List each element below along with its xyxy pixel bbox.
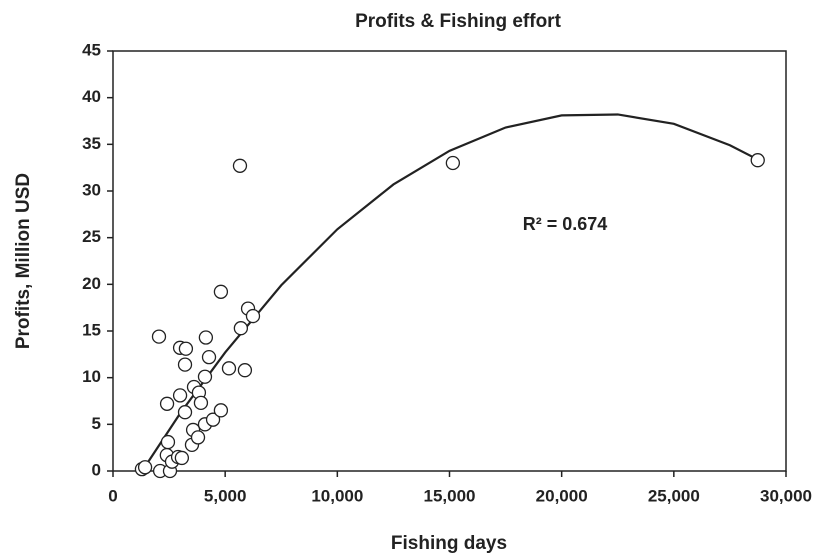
- scatter-point: [160, 434, 176, 450]
- x-tick-label: 5,000: [204, 486, 247, 505]
- y-tick-label: 0: [92, 460, 101, 479]
- x-tick-label: 0: [108, 486, 117, 505]
- scatter-point: [205, 412, 221, 427]
- y-tick-label: 25: [82, 227, 101, 246]
- x-tick-label: 15,000: [424, 486, 476, 505]
- y-tick-label: 45: [82, 40, 101, 59]
- scatter-point: [174, 450, 190, 466]
- y-tick-label: 20: [82, 274, 101, 293]
- y-tick-label: 30: [82, 180, 101, 199]
- y-tick-label: 40: [82, 87, 101, 106]
- chart-title: Profits & Fishing effort: [355, 11, 562, 32]
- scatter-point: [213, 284, 229, 299]
- x-tick-label: 30,000: [760, 486, 812, 505]
- scatter-point: [237, 363, 253, 378]
- scatter-point: [445, 155, 461, 171]
- y-tick-label: 35: [82, 134, 101, 153]
- scatter-point: [198, 330, 214, 345]
- scatter-point: [172, 388, 188, 403]
- scatter-point: [177, 357, 193, 372]
- y-tick-label: 5: [92, 414, 101, 433]
- scatter-point: [159, 396, 175, 411]
- scatter-point: [233, 321, 249, 336]
- scatter-point: [201, 349, 217, 365]
- scatter-point: [750, 153, 765, 168]
- annotation: R² = 0.674: [523, 214, 608, 234]
- scatter-point: [245, 308, 261, 324]
- x-tick-label: 25,000: [648, 486, 700, 505]
- x-tick-label: 10,000: [311, 486, 363, 505]
- scatter-point: [177, 405, 193, 420]
- scatter-point: [151, 329, 167, 344]
- plot-frame: [112, 50, 787, 472]
- y-tick-label: 15: [82, 320, 101, 339]
- scatter-point: [178, 341, 194, 356]
- scatter-point: [193, 395, 209, 411]
- scatter-point: [137, 460, 153, 475]
- x-axis-title: Fishing days: [391, 533, 507, 554]
- trendline: [141, 113, 760, 472]
- y-axis-title: Profits, Million USD: [13, 173, 34, 349]
- y-tick-label: 10: [82, 367, 101, 386]
- scatter-point: [221, 361, 237, 376]
- scatter-point: [197, 369, 213, 384]
- scatter-point: [232, 158, 248, 173]
- x-tick-label: 20,000: [536, 486, 588, 505]
- scatter-point: [213, 403, 229, 418]
- scatter-point: [190, 430, 206, 445]
